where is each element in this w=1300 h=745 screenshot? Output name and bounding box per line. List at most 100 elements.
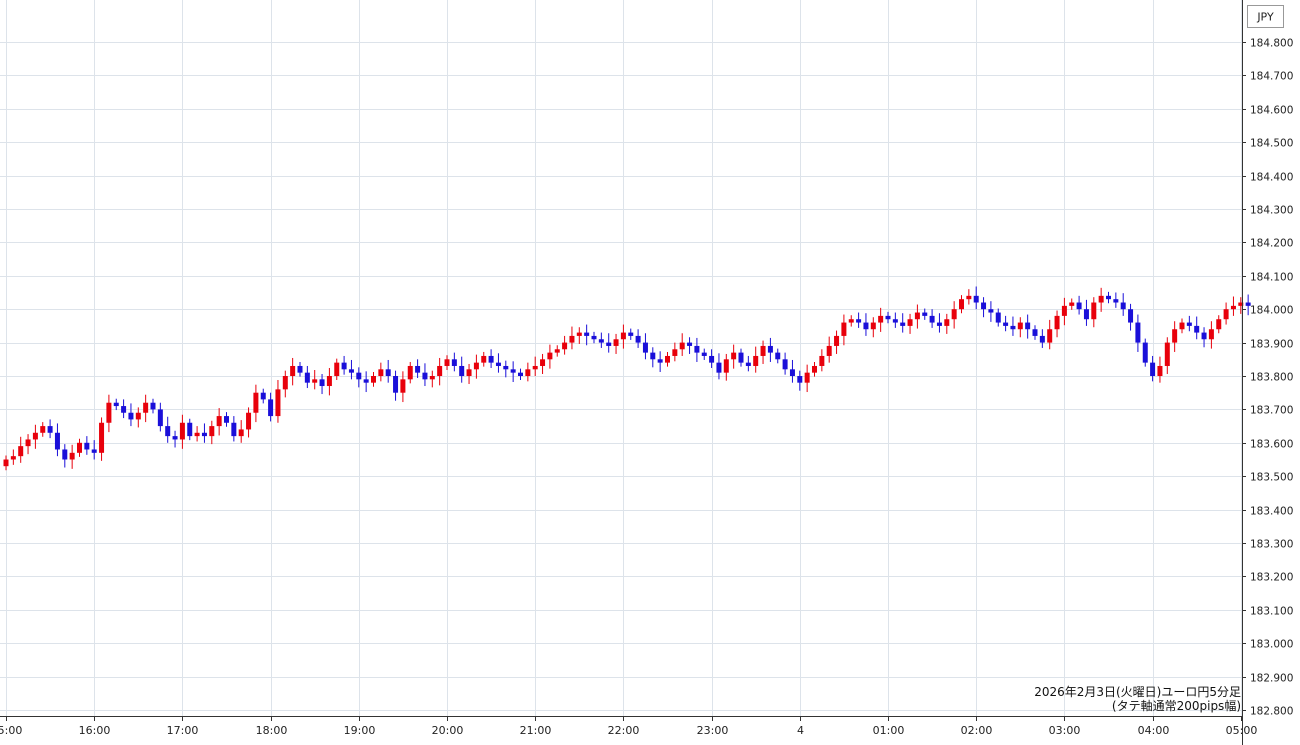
candle	[569, 326, 575, 350]
x-tick-label: 16:00	[79, 724, 111, 737]
candle-body	[841, 322, 847, 336]
candle	[99, 417, 105, 461]
candle	[238, 420, 244, 443]
candle-body	[1179, 322, 1185, 330]
candle	[25, 434, 31, 455]
candle	[804, 364, 810, 393]
plot-background	[0, 0, 1242, 716]
candle	[731, 344, 737, 369]
candle-body	[775, 352, 781, 360]
candle-body	[1017, 322, 1023, 330]
candle-body	[1113, 299, 1119, 303]
candle-body	[18, 446, 24, 457]
candle	[437, 357, 443, 386]
candle	[547, 344, 553, 369]
candle	[1106, 291, 1111, 304]
candle-body	[1010, 325, 1016, 330]
chart-note-date: 2026年2月3日(火曜日)ユーロ円5分足	[1034, 685, 1241, 699]
candle	[393, 370, 399, 401]
candle	[341, 355, 347, 375]
candle	[128, 403, 134, 427]
candle-body	[54, 432, 60, 450]
candle-body	[1128, 309, 1134, 323]
candle-body	[356, 372, 362, 380]
y-tick-label: 183.900	[1250, 339, 1293, 351]
candle-body	[253, 392, 259, 413]
candle	[77, 438, 82, 457]
candle-body	[944, 319, 950, 326]
candle	[135, 407, 141, 428]
candle	[91, 440, 97, 460]
x-tick-label: 15:00	[0, 724, 22, 737]
y-tick-label: 183.000	[1250, 639, 1293, 651]
x-tick-label: 22:00	[608, 724, 640, 737]
candle	[429, 370, 435, 388]
candle	[1003, 315, 1009, 332]
x-tick-label: 23:00	[697, 724, 729, 737]
candle-body	[870, 322, 876, 330]
candle-body	[385, 369, 391, 376]
candle-body	[900, 322, 906, 326]
candle-body	[716, 362, 722, 373]
candle	[782, 352, 788, 375]
candle-body	[172, 436, 178, 440]
candle	[687, 337, 693, 354]
x-tick-label: 17:00	[167, 724, 199, 737]
candle-body	[260, 392, 266, 400]
candle-body	[1216, 319, 1222, 330]
candle	[1238, 297, 1244, 314]
candle	[69, 444, 75, 469]
candle-body	[510, 369, 516, 373]
candle	[209, 420, 215, 445]
candle-body	[723, 359, 729, 373]
candle-body	[157, 409, 163, 427]
candle-body	[620, 332, 626, 340]
candle	[973, 286, 979, 310]
candle	[1061, 297, 1067, 326]
candle	[466, 363, 472, 385]
candle-body	[694, 345, 700, 353]
candle-body	[687, 342, 693, 346]
y-axis-ticks: 184.800 184.700 184.600 184.500 184.400 184.3…	[1242, 38, 1293, 718]
candle-body	[914, 312, 920, 320]
candle-body	[635, 335, 641, 343]
y-tick-label: 184.600	[1250, 105, 1293, 117]
candle	[407, 361, 413, 384]
candle-body	[326, 376, 332, 387]
candle-body	[936, 322, 942, 326]
candle	[224, 412, 229, 427]
candle	[988, 301, 994, 322]
candle-body	[47, 426, 53, 433]
candle	[348, 359, 354, 380]
candle-body	[444, 359, 450, 366]
candle-body	[150, 402, 156, 410]
candle-body	[606, 342, 612, 346]
y-tick-label: 184.200	[1250, 238, 1293, 250]
candle-body	[1120, 302, 1126, 310]
candle-body	[495, 362, 501, 366]
candle	[900, 313, 906, 333]
candle-body	[826, 345, 832, 356]
candle-body	[503, 365, 509, 370]
candle-body	[856, 319, 862, 323]
candle-body	[1157, 365, 1163, 376]
candle-body	[562, 342, 568, 350]
candle-body	[532, 365, 538, 370]
candle	[826, 336, 832, 363]
candle	[47, 419, 53, 439]
candle-body	[84, 442, 90, 450]
candle	[172, 430, 178, 448]
candle	[753, 346, 759, 373]
candle	[1157, 356, 1163, 383]
candle-body	[201, 432, 207, 437]
candle	[981, 297, 987, 318]
candle	[143, 394, 149, 423]
candle-body	[1194, 325, 1200, 333]
candle-body	[209, 426, 215, 437]
candle-body	[981, 302, 987, 310]
candle	[819, 349, 825, 372]
chart-note-scale: (タテ軸通常200pips幅)	[1112, 698, 1241, 713]
candle-body	[187, 422, 193, 437]
candle-body	[731, 352, 737, 360]
candle-body	[598, 339, 604, 343]
